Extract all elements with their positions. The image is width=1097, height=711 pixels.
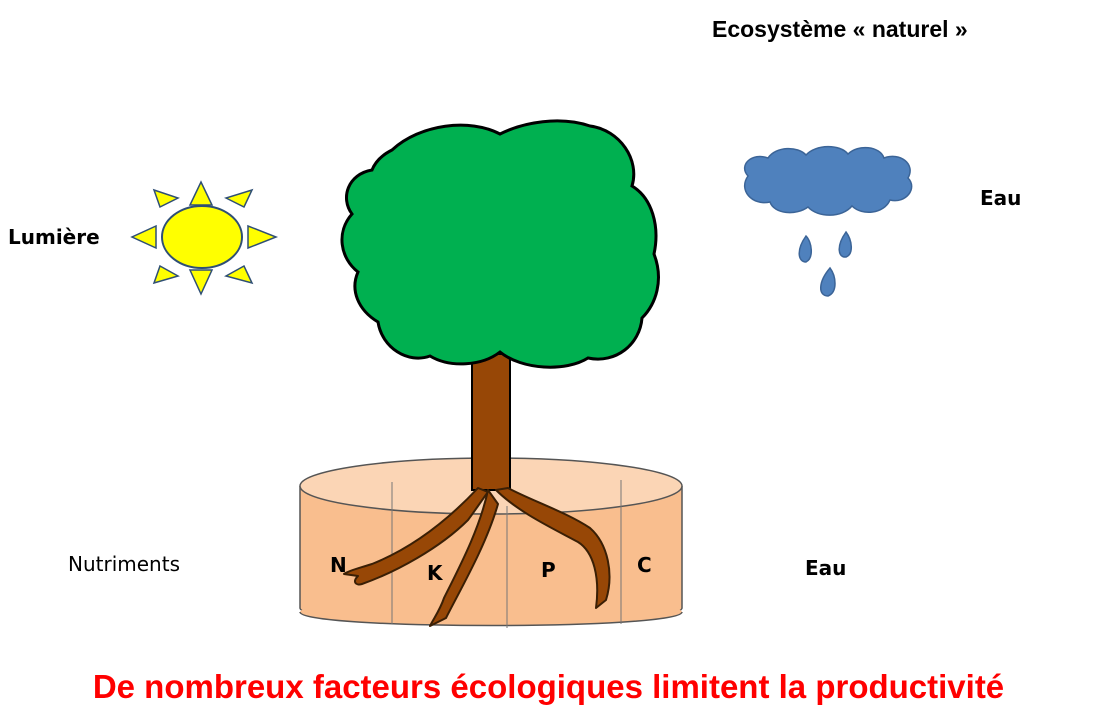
water-label-bottom: Eau (805, 556, 847, 580)
diagram-title: Ecosystème « naturel » (712, 16, 968, 42)
nutrient-p-label: P (541, 558, 556, 582)
nutrients-label: Nutriments (68, 552, 180, 576)
rain-cloud-icon (743, 145, 913, 297)
light-label: Lumière (8, 225, 100, 249)
tree-trunk (471, 353, 511, 491)
water-label-top: Eau (980, 186, 1022, 210)
nutrient-c-label: C (637, 553, 652, 577)
tree-roots (343, 487, 611, 627)
nutrient-n-label: N (330, 553, 347, 577)
tree-foliage (340, 119, 660, 369)
soil-container (299, 457, 683, 628)
caption-text: De nombreux facteurs écologiques limiten… (92, 668, 1005, 705)
nutrient-k-label: K (427, 561, 444, 585)
sun-icon (130, 180, 279, 296)
